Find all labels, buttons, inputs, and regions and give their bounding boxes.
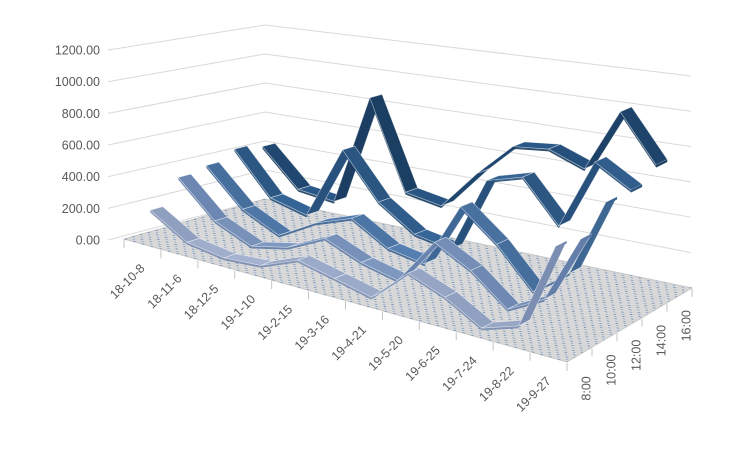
category-axis-label: 19-7-24 — [439, 354, 479, 394]
ribbon-thickness — [594, 162, 631, 193]
value-axis-label: 1200.00 — [55, 44, 100, 58]
ribbon-thickness — [351, 218, 388, 251]
series-axis-labels: 8:00 10:00 12:00 14:00 16:00 — [580, 310, 694, 401]
series-axis-label: 8:00 — [580, 376, 594, 400]
ribbon-thickness — [260, 260, 298, 268]
ribbon-end-cap — [555, 240, 567, 250]
ribbon-thickness — [408, 273, 445, 300]
ribbon-thickness — [262, 146, 299, 192]
axis-ticks — [123, 240, 693, 371]
ribbon-thickness — [460, 206, 497, 247]
ribbon-thickness — [223, 257, 261, 268]
value-axis-label: 200.00 — [62, 202, 100, 216]
ribbon-thickness — [405, 192, 442, 209]
category-axis-label: 19-2-15 — [255, 302, 295, 342]
series-axis-label: 16:00 — [680, 310, 694, 341]
ribbon-series-8:00 — [149, 206, 568, 331]
value-axis-label: 800.00 — [62, 107, 100, 121]
ribbon-thickness — [444, 297, 482, 331]
ribbon-thickness — [486, 177, 523, 183]
ribbon-series-10:00 — [177, 173, 593, 312]
category-axis-label: 19-6-25 — [403, 343, 443, 383]
ribbon-thickness — [361, 262, 398, 283]
series-axis-label: 14:00 — [655, 325, 669, 356]
gridline — [107, 82, 692, 148]
ribbon-thickness — [324, 238, 362, 265]
ribbon-thickness — [278, 223, 316, 238]
ribbon-segment — [619, 106, 668, 166]
gridline — [107, 24, 692, 77]
ribbon-thickness — [315, 218, 352, 226]
ribbon-thickness — [470, 270, 508, 312]
category-axis-label: 18-10-8 — [107, 261, 147, 301]
ribbon-thickness — [150, 210, 188, 245]
ribbon-thickness — [548, 149, 585, 172]
ribbon-segment — [594, 156, 643, 191]
ribbon-end-cap — [605, 196, 618, 206]
category-axis-label: 18-11-6 — [145, 272, 185, 312]
value-axis-label: 400.00 — [62, 170, 100, 184]
value-axis-label: 1000.00 — [55, 75, 100, 89]
ribbon-thickness — [206, 165, 243, 212]
ribbon-thickness — [512, 146, 549, 152]
value-axis-labels: 0.00 200.00 400.00 600.00 800.00 1000.00 1200.… — [55, 44, 100, 248]
ribbon-thickness — [251, 246, 288, 250]
wall-gridlines — [107, 24, 692, 289]
ribbon-thickness — [378, 202, 415, 237]
ribbon-thickness — [242, 209, 279, 238]
ribbon-thickness — [434, 242, 471, 273]
category-axis-label: 19-9-27 — [513, 374, 553, 414]
ribbon-thickness — [334, 278, 372, 300]
ribbon-thickness — [387, 248, 425, 267]
gridline — [107, 111, 692, 183]
category-axis-label: 19-4-21 — [329, 323, 369, 363]
ribbon-series-16:00 — [262, 93, 668, 209]
category-axis-label: 19-8-22 — [476, 364, 516, 404]
floor-dots — [124, 199, 692, 362]
ribbon-series-14:00 — [234, 145, 643, 252]
ribbon-end-cap — [580, 233, 592, 242]
category-axis-label: 19-1-10 — [218, 292, 258, 332]
ribbon-thickness — [481, 325, 519, 331]
category-axis-label: 18-12-5 — [181, 282, 221, 322]
category-axis-label: 19-5-20 — [366, 333, 406, 373]
ribbon-end-cap — [630, 184, 643, 193]
ribbon-thickness — [297, 260, 335, 281]
ribbon-thickness — [214, 220, 252, 249]
value-axis-label: 0.00 — [76, 234, 100, 248]
series-axis-label: 10:00 — [605, 354, 619, 385]
ribbon-thickness — [187, 242, 224, 261]
ribbon-thickness — [270, 197, 307, 218]
value-axis-label: 600.00 — [62, 139, 100, 153]
gridline — [107, 53, 692, 112]
series-axis-label: 12:00 — [630, 340, 644, 371]
category-axis-label: 19-3-16 — [292, 313, 332, 353]
ribbon-end-cap — [655, 159, 668, 168]
ribbon-thickness — [178, 177, 215, 224]
ribbon-thickness — [287, 238, 325, 250]
